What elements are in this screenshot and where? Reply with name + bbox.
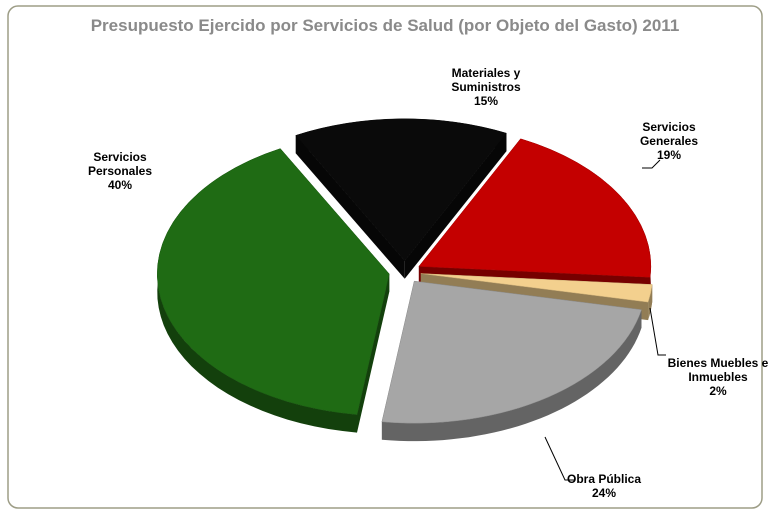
slice-label: Servicios Personales (87, 150, 153, 178)
chart-title: Presupuesto Ejercido por Servicios de Sa… (90, 16, 680, 35)
value-label: 2% (709, 384, 727, 398)
slice-side (295, 135, 405, 279)
pie (156, 118, 653, 442)
slice (418, 138, 652, 278)
slice-label: Materiales y Suministros (451, 66, 521, 94)
slice (156, 148, 390, 415)
slice-label: Servicios Generales (639, 120, 699, 148)
slice-side (381, 309, 642, 442)
slice-side (404, 133, 507, 279)
slice-side (648, 284, 653, 321)
leader-line (642, 159, 661, 169)
value-label: 40% (107, 178, 133, 192)
value-label: 24% (591, 486, 617, 500)
leader-line (649, 307, 666, 356)
value-label: 15% (473, 94, 499, 108)
slice (295, 118, 507, 262)
slice-label: Bienes Muebles e Inmuebles (667, 356, 769, 384)
slice-label: Obra Pública (566, 472, 642, 486)
slice-side (357, 273, 390, 433)
value-label: 19% (656, 148, 682, 162)
slice (420, 273, 653, 303)
slice (381, 280, 642, 424)
leader-line (544, 436, 575, 481)
